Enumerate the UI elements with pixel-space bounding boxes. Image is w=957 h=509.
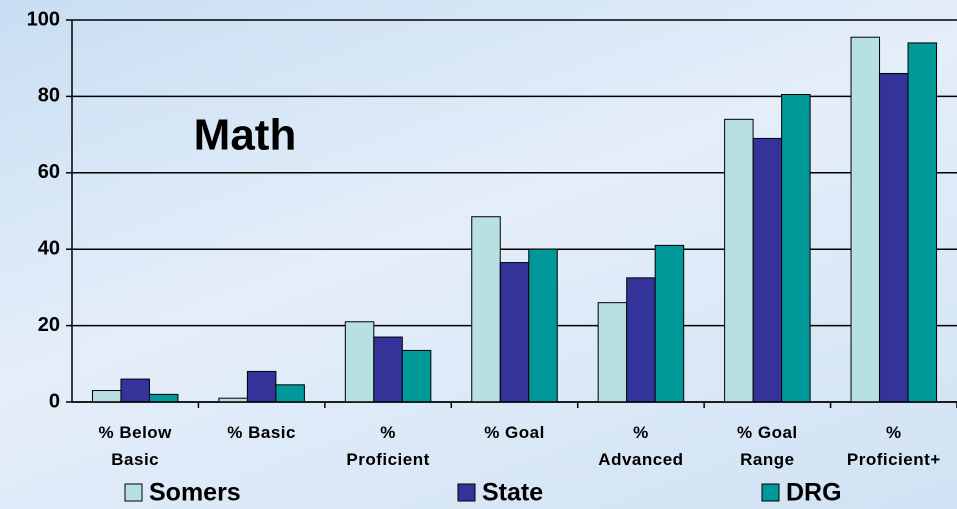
legend-label: Somers <box>149 479 241 507</box>
bar <box>120 378 150 403</box>
bar <box>879 72 909 403</box>
bar <box>148 393 179 403</box>
y-tick-label: 0 <box>49 390 60 412</box>
x-tick-label: % Basic <box>227 423 296 442</box>
x-tick-label: % Advanced <box>598 423 684 469</box>
bar <box>91 390 122 403</box>
bar <box>373 336 403 403</box>
bar <box>724 118 754 403</box>
bar <box>597 302 628 403</box>
bar <box>471 216 501 403</box>
bar <box>781 93 811 403</box>
bar <box>246 370 277 403</box>
x-tick-label: % Proficient+ <box>846 423 941 469</box>
bar <box>907 42 938 403</box>
x-tick-label: % Goal <box>484 423 545 442</box>
x-tick-label: % Goal Range <box>737 423 798 469</box>
legend-swatch <box>457 483 476 502</box>
y-tick-label: 80 <box>38 85 60 107</box>
bar <box>344 321 375 403</box>
bar <box>401 349 432 403</box>
y-tick-label: 60 <box>38 161 60 183</box>
legend-label: DRG <box>786 479 842 507</box>
bar <box>528 248 558 403</box>
bar <box>275 384 305 403</box>
bar <box>626 277 656 403</box>
legend-swatch <box>761 483 780 502</box>
bar <box>850 36 881 403</box>
bar <box>752 137 783 403</box>
y-tick-label: 40 <box>38 237 60 259</box>
bar <box>499 262 530 403</box>
legend-label: State <box>482 479 543 507</box>
y-tick-label: 100 <box>27 8 60 30</box>
legend-swatch <box>124 483 143 502</box>
x-tick-label: % Proficient <box>346 423 430 469</box>
x-tick-label: % Below Basic <box>98 423 172 469</box>
annotation: Math <box>194 111 297 160</box>
y-tick-label: 20 <box>38 314 60 336</box>
bar <box>654 244 685 403</box>
